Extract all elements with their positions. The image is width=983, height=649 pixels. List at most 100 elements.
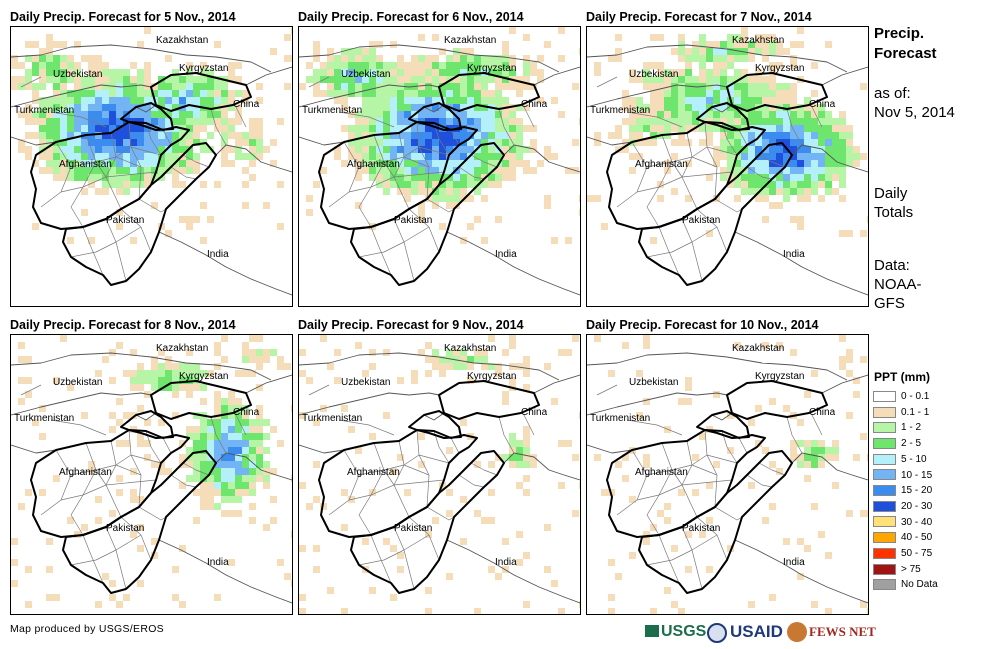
map-label-afghanistan: Afghanistan: [635, 159, 688, 170]
usgs-wave-icon: [645, 625, 659, 637]
map-label-china: China: [521, 407, 548, 418]
usaid-logo: USAID: [707, 620, 783, 644]
legend-item: 15 - 20: [873, 484, 932, 498]
usaid-logo-text: USAID: [730, 622, 783, 641]
precip-map[interactable]: Kazakhstan Uzbekistan Kyrgyzstan Turkmenist…: [586, 26, 869, 307]
legend-label: 10 - 15: [901, 469, 933, 481]
side-daily-1: Daily: [874, 185, 908, 202]
map-label-kazakhstan: Kazakhstan: [444, 35, 497, 46]
precip-map[interactable]: Kazakhstan Uzbekistan Kyrgyzstan Turkmenist…: [10, 26, 293, 307]
map-label-kazakhstan: Kazakhstan: [444, 343, 497, 354]
usgs-logo-text: USGS: [661, 623, 707, 640]
side-title-2: Forecast: [874, 45, 937, 62]
precip-map[interactable]: Kazakhstan Uzbekistan Kyrgyzstan Turkmenist…: [298, 26, 581, 307]
legend-swatch: [873, 516, 896, 528]
legend-item: > 75: [873, 563, 921, 577]
fewsnet-logo: FEWS NET: [787, 620, 876, 644]
map-label-pakistan: Pakistan: [394, 523, 433, 534]
side-data-1: Data:: [874, 257, 910, 274]
map-label-uzbekistan: Uzbekistan: [53, 69, 103, 80]
legend-label: 5 - 10: [901, 453, 927, 465]
legend-label: 40 - 50: [901, 532, 933, 544]
side-asof-date: Nov 5, 2014: [874, 104, 955, 121]
map-label-afghanistan: Afghanistan: [347, 159, 400, 170]
legend-item: 50 - 75: [873, 547, 932, 561]
panel-title: Daily Precip. Forecast for 8 Nov., 2014: [10, 318, 236, 332]
legend-item: 5 - 10: [873, 453, 927, 467]
map-label-turkmenistan: Turkmenistan: [590, 413, 651, 424]
legend-item: 2 - 5: [873, 437, 921, 451]
legend-swatch: [873, 532, 896, 544]
forecast-panel: Daily Precip. Forecast for 7 Nov., 2014 …: [586, 8, 870, 309]
panel-title: Daily Precip. Forecast for 9 Nov., 2014: [298, 318, 524, 332]
map-label-pakistan: Pakistan: [106, 523, 145, 534]
map-label-turkmenistan: Turkmenistan: [302, 413, 363, 424]
map-label-uzbekistan: Uzbekistan: [629, 69, 679, 80]
map-label-kazakhstan: Kazakhstan: [732, 343, 785, 354]
legend-swatch: [873, 500, 896, 512]
map-canvas: [299, 27, 580, 296]
legend-label: 0 - 0.1: [901, 391, 930, 402]
map-label-india: India: [783, 249, 805, 260]
map-label-kyrgyzstan: Kyrgyzstan: [755, 63, 805, 74]
map-label-pakistan: Pakistan: [394, 215, 433, 226]
map-credit: Map produced by USGS/EROS: [10, 623, 164, 635]
legend-label: 30 - 40: [901, 516, 933, 528]
map-label-china: China: [233, 407, 260, 418]
map-label-afghanistan: Afghanistan: [59, 159, 112, 170]
map-label-turkmenistan: Turkmenistan: [14, 105, 75, 116]
forecast-panel: Daily Precip. Forecast for 8 Nov., 2014 …: [10, 316, 294, 617]
map-label-afghanistan: Afghanistan: [59, 467, 112, 478]
map-label-kazakhstan: Kazakhstan: [156, 35, 209, 46]
fewsnet-globe-icon: [787, 621, 807, 642]
legend-item: 0.1 - 1: [873, 406, 929, 420]
map-label-pakistan: Pakistan: [106, 215, 145, 226]
panel-title: Daily Precip. Forecast for 7 Nov., 2014: [586, 10, 812, 24]
map-label-china: China: [521, 99, 548, 110]
map-label-kazakhstan: Kazakhstan: [156, 343, 209, 354]
map-label-pakistan: Pakistan: [682, 215, 721, 226]
legend-item: 40 - 50: [873, 531, 932, 545]
legend-swatch: [873, 485, 896, 497]
legend-item: No Data: [873, 578, 938, 592]
legend-label: 50 - 75: [901, 548, 933, 559]
legend-label: 15 - 20: [901, 485, 933, 497]
legend-label: No Data: [901, 579, 938, 591]
precip-map[interactable]: Kazakhstan Uzbekistan Kyrgyzstan Turkmenist…: [586, 334, 869, 615]
map-label-china: China: [809, 99, 836, 110]
side-title-1: Precip.: [874, 25, 925, 42]
legend-swatch: [873, 469, 896, 481]
forecast-panel: Daily Precip. Forecast for 5 Nov., 2014 …: [10, 8, 294, 309]
map-label-kyrgyzstan: Kyrgyzstan: [467, 371, 517, 382]
map-canvas: [587, 335, 868, 614]
map-label-kyrgyzstan: Kyrgyzstan: [467, 63, 517, 74]
side-asof-label: as of:: [874, 85, 911, 102]
legend-label: 20 - 30: [901, 500, 933, 512]
map-canvas: [299, 335, 580, 614]
legend-label: 2 - 5: [901, 438, 922, 450]
map-label-turkmenistan: Turkmenistan: [14, 413, 75, 424]
legend-label: 0.1 - 1: [901, 406, 930, 418]
map-label-kyrgyzstan: Kyrgyzstan: [755, 371, 805, 382]
map-label-uzbekistan: Uzbekistan: [341, 69, 391, 80]
usaid-seal-icon: [707, 622, 727, 643]
map-label-uzbekistan: Uzbekistan: [341, 377, 391, 388]
precip-map[interactable]: Kazakhstan Uzbekistan Kyrgyzstan Turkmenist…: [298, 334, 581, 615]
map-canvas: [11, 27, 292, 296]
legend-item: 30 - 40: [873, 516, 932, 530]
side-data-3: GFS: [874, 295, 905, 312]
map-label-india: India: [207, 249, 229, 260]
map-label-turkmenistan: Turkmenistan: [590, 105, 651, 116]
map-label-kyrgyzstan: Kyrgyzstan: [179, 63, 229, 74]
panel-title: Daily Precip. Forecast for 5 Nov., 2014: [10, 10, 236, 24]
legend-swatch: [873, 406, 896, 418]
map-label-india: India: [495, 557, 517, 568]
legend-title: PPT (mm): [874, 370, 931, 384]
map-label-india: India: [495, 249, 517, 260]
legend-swatch: [873, 563, 896, 575]
map-label-china: China: [233, 99, 260, 110]
map-label-kyrgyzstan: Kyrgyzstan: [179, 371, 229, 382]
precip-map[interactable]: Kazakhstan Uzbekistan Kyrgyzstan Turkmenist…: [10, 334, 293, 615]
map-label-uzbekistan: Uzbekistan: [53, 377, 103, 388]
map-label-pakistan: Pakistan: [682, 523, 721, 534]
